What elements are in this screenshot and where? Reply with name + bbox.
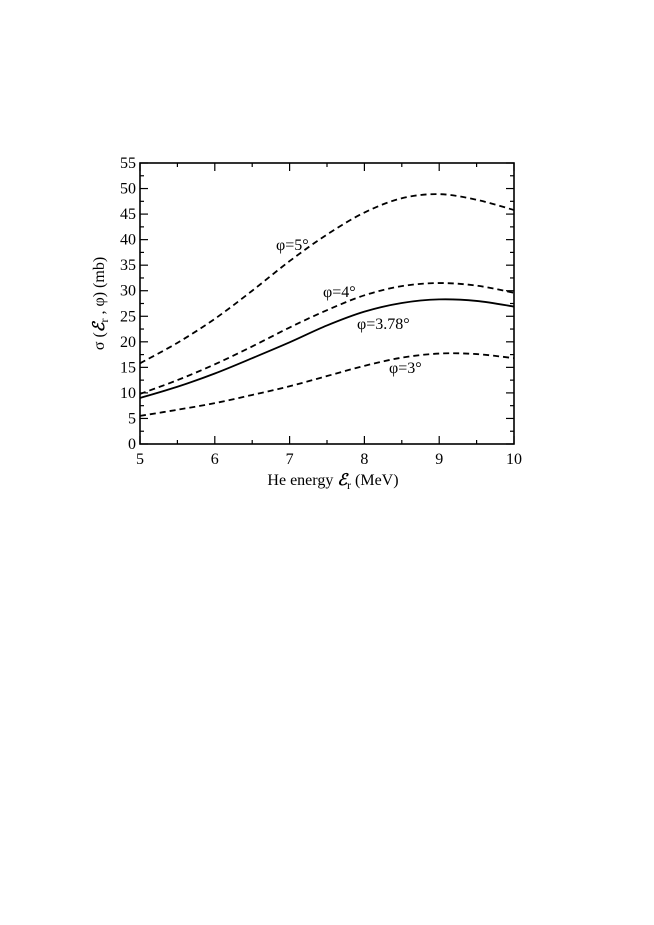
x-tick-label: 7: [286, 451, 294, 468]
y-tick-label: 45: [120, 206, 136, 223]
x-tick-label: 9: [435, 451, 443, 468]
x-tick-label: 8: [360, 451, 368, 468]
x-axis-label: He energy ℰr (MeV): [267, 472, 398, 492]
y-tick-label: 5: [128, 410, 136, 427]
y-tick-label: 40: [120, 232, 136, 249]
series-line-phi-4: [139, 282, 515, 395]
y-tick-label: 55: [120, 155, 136, 172]
y-tick-label: 35: [120, 257, 136, 274]
series-line-phi-3-78: [139, 298, 515, 399]
x-tick-label: 5: [136, 451, 144, 468]
y-tick-label: 25: [120, 308, 136, 325]
series-label-phi-3-78: φ=3.78°: [357, 316, 410, 333]
y-tick-label: 20: [120, 334, 136, 351]
y-axis-label: σ (ℰr , φ) (mb): [91, 257, 111, 350]
y-tick-label: 10: [120, 385, 136, 402]
y-tick-label: 30: [120, 283, 136, 300]
plot-frame: [139, 162, 515, 445]
y-tick-label: 50: [120, 181, 136, 198]
series-line-phi-5: [139, 193, 515, 365]
x-tick-label: 6: [211, 451, 219, 468]
y-tick-label: 0: [128, 436, 136, 453]
series-label-phi-3: φ=3°: [389, 360, 422, 377]
series-line-phi-3: [139, 352, 515, 417]
x-tick-label: 10: [506, 451, 522, 468]
series-label-phi-4: φ=4°: [323, 284, 356, 301]
series-label-phi-5: φ=5°: [276, 237, 309, 254]
y-tick-label: 15: [120, 359, 136, 376]
plot-area: 5 6 7 8 9 100510152025303540455055φ=5°φ=4°φ=3…: [91, 155, 522, 492]
